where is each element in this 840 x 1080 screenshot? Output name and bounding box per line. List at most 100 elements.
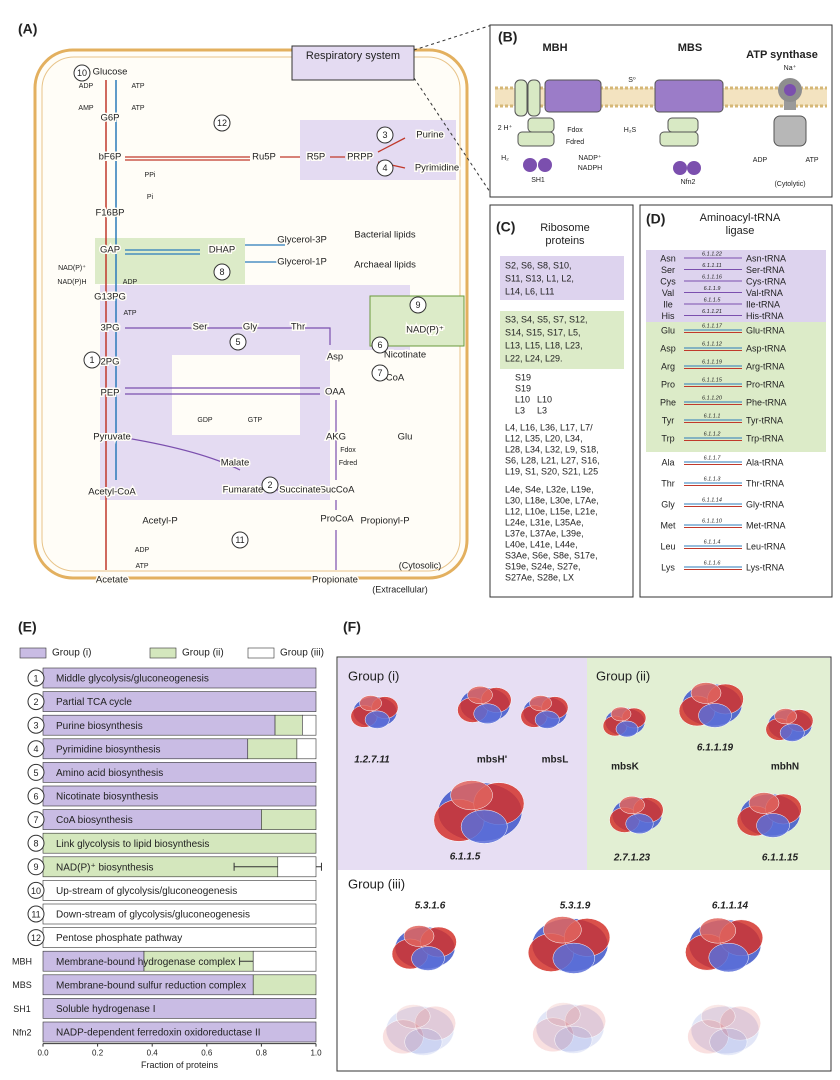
trna-product: Leu-tRNA: [746, 541, 786, 551]
circle-marker: [229, 333, 247, 351]
pathway-number: 1: [89, 355, 94, 365]
protein-structure: [779, 723, 805, 742]
x-axis-label: Fraction of proteins: [141, 1060, 219, 1070]
metabolite: Acetyl-CoA: [88, 487, 136, 498]
ec-number: 6.1.1.2: [704, 431, 721, 437]
metabolite: R5P: [307, 152, 325, 163]
compartment-label: (Cytosolic): [399, 560, 442, 570]
amino-acid: Gly: [661, 499, 675, 509]
panel-a-background: [33, 24, 493, 580]
metabolite: DHAP: [209, 245, 235, 256]
panel-label: (F): [343, 619, 361, 635]
trna-product: Asp-tRNA: [746, 343, 786, 353]
circle-marker: [261, 476, 279, 494]
metabolite: Succinate: [279, 485, 321, 496]
row-id: 9: [33, 862, 38, 872]
pathway-number: 9: [415, 300, 420, 310]
metabolite: OAA: [325, 387, 346, 398]
subunit: [527, 117, 555, 133]
metabolite: Glucose: [93, 67, 128, 78]
protein-label: mbsK: [611, 762, 640, 773]
x-tick-label: 0.4: [147, 1049, 159, 1058]
legend-label: Group (iii): [280, 648, 324, 659]
metabolite: Malate: [221, 458, 250, 469]
metabolite: Archaeal lipids: [354, 260, 416, 271]
row-id: MBS: [12, 980, 32, 990]
cofactor: ATP: [135, 563, 148, 570]
x-tick-label: 0.6: [201, 1049, 213, 1058]
row-id: 2: [33, 697, 38, 707]
row-id: 3: [33, 721, 38, 731]
atp-synthase-core: [784, 84, 796, 96]
protein-structure: [552, 942, 595, 974]
category-label: Link glycolysis to lipid biosynthesis: [56, 839, 209, 850]
trna-product: Ile-tRNA: [746, 299, 780, 309]
ribosome-list: L40e, L41e, L44e,: [505, 539, 578, 549]
pathway-number: 6: [377, 340, 382, 350]
amino-acid: Glu: [661, 325, 675, 335]
amino-acid: Thr: [661, 478, 675, 488]
row-id: 11: [31, 909, 40, 919]
amino-acid: Ala: [661, 457, 674, 467]
trna-product: Arg-tRNA: [746, 361, 785, 371]
row-id: 8: [33, 839, 38, 849]
ribosome-list: L3: [515, 405, 525, 415]
x-tick-label: 0.0: [37, 1049, 49, 1058]
metabolite: 3PG: [100, 323, 119, 334]
panel-b-label: Na⁺: [784, 64, 797, 72]
panel-b-label: (Cytolytic): [774, 181, 805, 188]
row-id-circle: [27, 811, 45, 829]
panel-b-label: Fdox: [567, 127, 583, 134]
protein-structure: [610, 706, 632, 722]
circle-marker: [231, 531, 249, 549]
x-tick-label: 1.0: [310, 1049, 322, 1058]
amino-acid: Arg: [661, 361, 675, 371]
bar-segment: [277, 856, 317, 878]
row-id: 12: [31, 933, 41, 943]
respiratory-label: Respiratory system: [306, 50, 400, 62]
protein-structure: [700, 1004, 736, 1029]
metabolite: Fumarate: [223, 485, 264, 496]
row-id-circle: [27, 693, 45, 711]
category-label: NAD(P)⁺ biosynthesis: [56, 862, 154, 873]
row-id: 7: [33, 815, 38, 825]
atp-synthase-head: [773, 115, 807, 147]
cofactor: Fdox: [340, 447, 356, 454]
panel-label: (C): [496, 219, 515, 235]
metabolite: Acetyl-P: [142, 516, 177, 527]
ribosome-list: L4e, S4e, L32e, L19e,: [505, 484, 594, 494]
protein-label: 5.3.1.6: [415, 901, 446, 912]
panel-label: (D): [646, 211, 665, 227]
subunit: [514, 79, 528, 117]
protein-structure: [414, 1005, 456, 1041]
pathway-number: 5: [235, 337, 240, 347]
panel-b-label: Fdred: [566, 139, 584, 146]
row-id: 1: [33, 673, 38, 683]
sh1: [523, 158, 537, 172]
subunit: [544, 79, 602, 113]
cofactor: ATP: [131, 105, 144, 112]
compartment-label: (Extracellular): [372, 584, 428, 594]
cofactor: GTP: [248, 417, 263, 424]
trna-product: Trp-tRNA: [746, 433, 784, 443]
ec-number: 6.1.1.4: [704, 539, 721, 545]
metabolite: Propionyl-P: [360, 516, 409, 527]
legend-swatch: [19, 647, 47, 659]
trna-product: Met-tRNA: [746, 520, 786, 530]
metabolite: GAP: [100, 245, 120, 256]
amino-acid: Cys: [660, 276, 676, 286]
cofactor: ADP: [79, 83, 94, 90]
ec-number: 6.1.1.10: [702, 518, 723, 524]
protein-structure: [534, 710, 560, 729]
row-id-circle: [27, 905, 45, 923]
amino-acid: Tyr: [662, 415, 675, 425]
ec-number: 6.1.1.14: [702, 497, 722, 503]
protein-label: mbsH': [477, 755, 507, 766]
metabolite: Gly: [243, 322, 258, 333]
protein-label: mbsL: [542, 755, 569, 766]
ribosome-list: L19, S1, S20, S21, L25: [505, 466, 598, 476]
group-title: Group (iii): [348, 876, 405, 891]
metabolite: 2PG: [100, 357, 119, 368]
circle-marker: [213, 263, 231, 281]
protein-structure: [403, 925, 435, 947]
